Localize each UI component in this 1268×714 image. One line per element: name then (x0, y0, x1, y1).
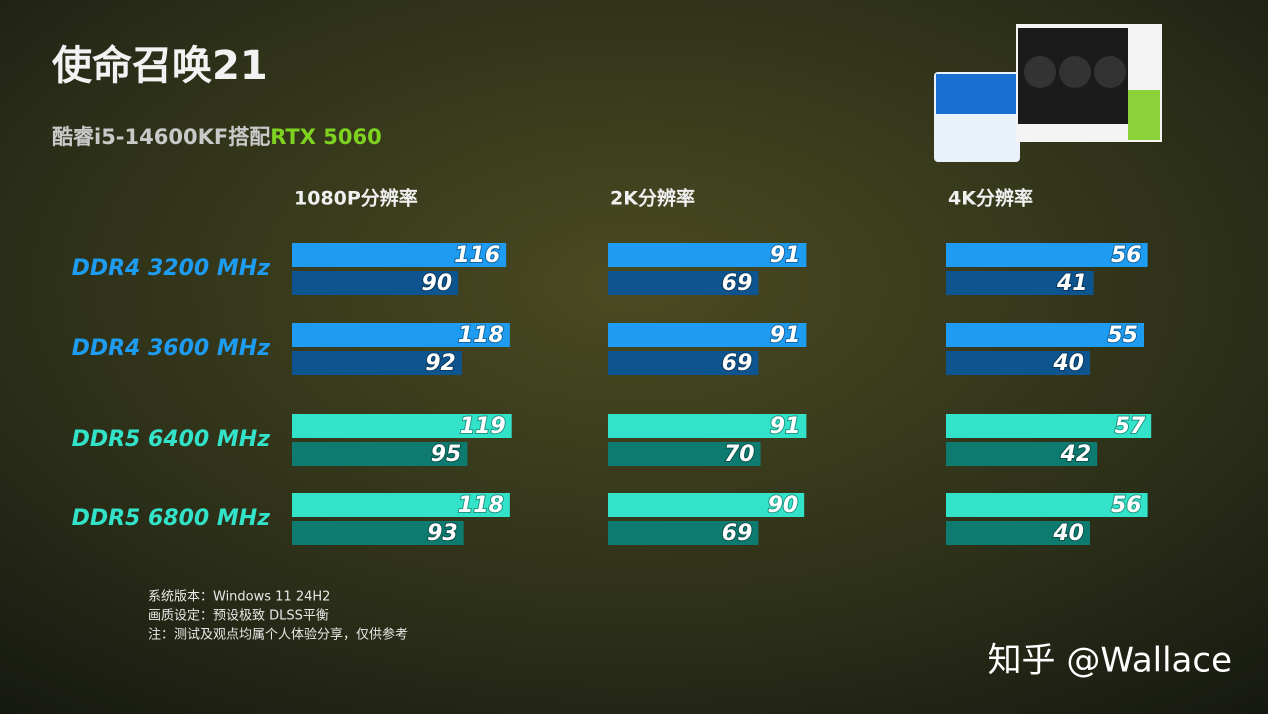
value-label: 90 (422, 271, 453, 296)
bar (946, 271, 1094, 295)
bar (608, 243, 807, 267)
value-label: 69 (722, 351, 753, 376)
bar (608, 442, 761, 466)
bar (292, 271, 459, 295)
value-label: 57 (1115, 414, 1146, 439)
bar (292, 521, 464, 545)
bar (292, 243, 507, 267)
bar (946, 414, 1152, 438)
category-label: DDR5 6800 MHz (72, 506, 271, 531)
note: 系统版本：Windows 11 24H2 (148, 590, 330, 605)
value-label: 93 (427, 521, 458, 546)
note: 画质设定：预设极致 DLSS平衡 (148, 609, 329, 624)
value-label: 42 (1060, 442, 1092, 467)
bar (292, 442, 468, 466)
bar (946, 521, 1090, 545)
product-image (934, 24, 1162, 162)
value-label: 56 (1111, 243, 1142, 268)
value-label: 91 (770, 414, 801, 439)
bar (608, 323, 807, 347)
value-label: 118 (458, 493, 504, 518)
bar (946, 493, 1148, 517)
bar (946, 243, 1148, 267)
value-label: 116 (454, 243, 500, 268)
value-label: 69 (722, 521, 753, 546)
bar (292, 414, 512, 438)
category-label: DDR5 6400 MHz (72, 427, 271, 452)
value-label: 56 (1111, 493, 1142, 518)
panel-title: 4K分辨率 (948, 187, 1033, 210)
value-label: 40 (1052, 351, 1084, 376)
value-label: 91 (770, 243, 801, 268)
bar (608, 351, 759, 375)
bar (608, 271, 759, 295)
bar (292, 493, 510, 517)
value-label: 95 (431, 442, 462, 467)
value-label: 90 (768, 493, 799, 518)
bar (608, 521, 759, 545)
value-label: 40 (1052, 521, 1084, 546)
value-label: 91 (770, 323, 801, 348)
value-label: 92 (425, 351, 456, 376)
subtitle-cpu: 酷睿i5-14600KF搭配 (52, 125, 270, 149)
bar (946, 442, 1098, 466)
category-label: DDR4 3600 MHz (72, 336, 271, 361)
value-label: 70 (724, 442, 755, 467)
title: 使命召唤21 (52, 43, 268, 89)
bar (946, 351, 1090, 375)
bar (946, 323, 1144, 347)
value-label: 55 (1107, 323, 1138, 348)
bar (608, 414, 807, 438)
bar (292, 351, 462, 375)
bar (608, 493, 805, 517)
bar (292, 323, 510, 347)
subtitle: 酷睿i5-14600KF搭配RTX 5060 (52, 125, 382, 149)
value-label: 41 (1056, 271, 1088, 296)
panel-title: 1080P分辨率 (294, 187, 418, 210)
subtitle-gpu: RTX 5060 (270, 125, 382, 149)
value-label: 118 (458, 323, 504, 348)
value-label: 119 (460, 414, 506, 439)
note: 注：测试及观点均属个人体验分享，仅供参考 (148, 627, 408, 643)
category-label: DDR4 3200 MHz (72, 256, 271, 281)
panel-title: 2K分辨率 (610, 187, 695, 210)
watermark: 知乎 @Wallace (988, 641, 1232, 681)
value-label: 69 (722, 271, 753, 296)
